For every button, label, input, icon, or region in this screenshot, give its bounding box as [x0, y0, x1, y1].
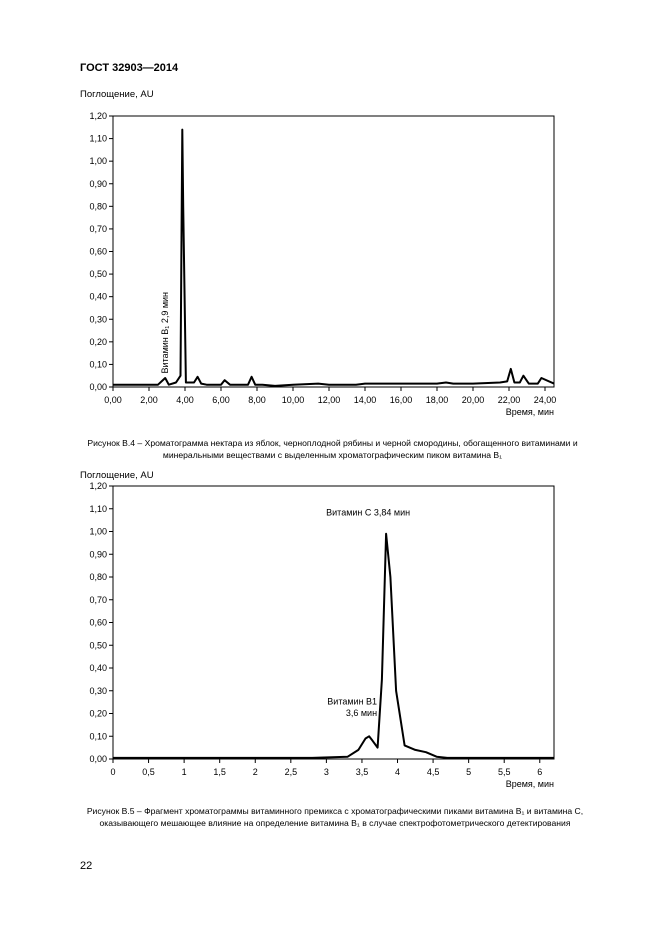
- chart2-x-tick-label: 1: [182, 767, 187, 777]
- chart1-y-tick-label: 0,70: [89, 224, 107, 234]
- chart1-x-tick-label: 6,00: [212, 395, 230, 405]
- chart1-y-tick-label: 0,10: [89, 359, 107, 369]
- chart1-x-tick-label: 14,00: [354, 395, 377, 405]
- chart1-y-axis-label: Поглощение, AU: [80, 89, 154, 100]
- chart2-series-line: [113, 532, 554, 759]
- chart2-x-tick-label: 4: [395, 767, 400, 777]
- chart1-y-tick-label: 0,90: [89, 179, 107, 189]
- chart2-x-tick-label: 0: [110, 767, 115, 777]
- chart1-x-tick-label: 12,00: [318, 395, 341, 405]
- chart1-x-tick-label: 10,00: [282, 395, 305, 405]
- chart2-x-tick-label: 2: [253, 767, 258, 777]
- chart2-x-tick-label: 3,5: [356, 767, 369, 777]
- chart2-plot-frame: [112, 485, 555, 760]
- chart2-y-tick-label: 0,50: [89, 640, 107, 650]
- chart1-peak-annotation: Витамин В₁ 2,9 мин: [160, 292, 170, 374]
- chart1-x-tick-label: 8,00: [248, 395, 266, 405]
- page-number: 22: [80, 860, 93, 872]
- chart1-y-tick-label: 0,80: [89, 201, 107, 211]
- chart1-y-tick-label: 0,30: [89, 314, 107, 324]
- chart2-y-tick-label: 1,00: [89, 527, 107, 537]
- chart2-x-tick-label: 4,5: [427, 767, 440, 777]
- chart1-x-axis-label: Время, мин: [506, 407, 554, 417]
- chart1-x-tick-label: 2,00: [140, 395, 158, 405]
- chart2-x-tick-label: 2,5: [285, 767, 298, 777]
- chart2-y-tick-label: 0,70: [89, 595, 107, 605]
- chart2-y-tick-label: 1,20: [89, 481, 107, 491]
- chart2-vitamin-b1-time-annotation: 3,6 мин: [346, 708, 377, 718]
- chart2-x-axis-label: Время, мин: [506, 779, 554, 789]
- chart1-y-tick-label: 1,00: [89, 156, 107, 166]
- chart1-x-tick-label: 24,00: [534, 395, 557, 405]
- chart1-x-tick-label: 16,00: [390, 395, 413, 405]
- chart1-x-tick-label: 18,00: [426, 395, 449, 405]
- chart2-x-tick-label: 3: [324, 767, 329, 777]
- figure4-caption: Рисунок В.4 – Хроматограмма нектара из я…: [87, 438, 578, 460]
- chart2-y-axis-label: Поглощение, AU: [80, 470, 154, 481]
- chart1-series-line: [113, 128, 555, 387]
- chart1-y-tick-label: 0,20: [89, 337, 107, 347]
- document-header: ГОСТ 32903—2014: [80, 62, 179, 74]
- chart1-y-tick-label: 1,20: [89, 111, 107, 121]
- chart2-x-tick-label: 5,5: [498, 767, 511, 777]
- chart1-y-tick-label: 1,10: [89, 134, 107, 144]
- chart1-y-tick-label: 0,40: [89, 292, 107, 302]
- chart1-x-tick-label: 4,00: [176, 395, 194, 405]
- chart2-y-tick-label: 0,60: [89, 618, 107, 628]
- chart2-x-tick-label: 5: [466, 767, 471, 777]
- chart2-y-tick-label: 0,30: [89, 686, 107, 696]
- chart2-x-tick-label: 0,5: [142, 767, 155, 777]
- chart1-x-tick-label: 20,00: [462, 395, 485, 405]
- chart1-y-tick-label: 0,60: [89, 247, 107, 257]
- chart2-y-tick-label: 0,80: [89, 572, 107, 582]
- chart1-y-tick-label: 0,50: [89, 269, 107, 279]
- chart1-y-tick-label: 0,00: [89, 382, 107, 392]
- chart1-x-tick-label: 22,00: [498, 395, 521, 405]
- chart2-y-tick-label: 0,00: [89, 754, 107, 764]
- chart2-vitamin-c-annotation: Витамин С 3,84 мин: [326, 508, 410, 518]
- chart2-y-tick-label: 1,10: [89, 504, 107, 514]
- chart1-x-tick-label: 0,00: [104, 395, 122, 405]
- chart2-x-tick-label: 6: [537, 767, 542, 777]
- figure5-caption: Рисунок В.5 – Фрагмент хроматограммы вит…: [86, 806, 584, 828]
- chart2-y-tick-label: 0,20: [89, 709, 107, 719]
- chart2-y-tick-label: 0,40: [89, 663, 107, 673]
- chart2-y-tick-label: 0,10: [89, 731, 107, 741]
- chart2-y-tick-label: 0,90: [89, 549, 107, 559]
- chart2-x-tick-label: 1,5: [213, 767, 226, 777]
- chart2-vitamin-b1-annotation: Витамин В1: [327, 696, 377, 706]
